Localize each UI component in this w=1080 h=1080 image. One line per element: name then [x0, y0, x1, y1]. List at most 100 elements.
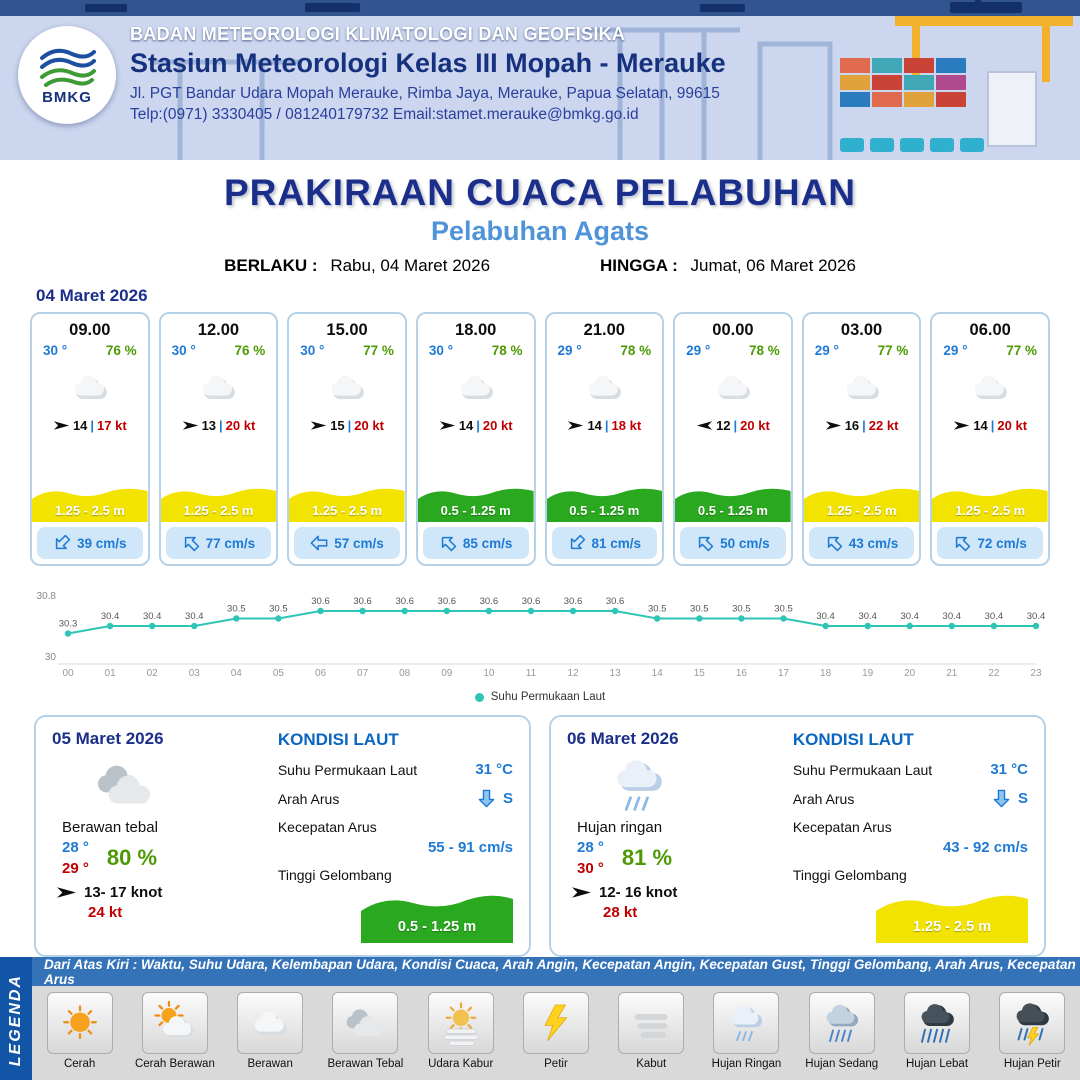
- day-humidity: 81 %: [621, 845, 673, 870]
- temp-humidity-row: 30 ° 76 %: [32, 340, 148, 358]
- temp-humidity-row: 30 ° 78 %: [418, 340, 534, 358]
- day-wind-range: 12- 16 knot: [599, 884, 678, 901]
- svg-text:21: 21: [946, 668, 958, 679]
- header: BMKG BADAN METEOROLOGI KLIMATOLOGI DAN G…: [0, 0, 1080, 160]
- svg-text:01: 01: [105, 668, 117, 679]
- svg-text:30.6: 30.6: [522, 596, 541, 607]
- current-speed: 85 cm/s: [462, 535, 513, 551]
- humidity: 76 %: [234, 343, 266, 358]
- forecast-card: 06.00 29 ° 77 % 14 | 20 kt 1.25 - 2.5 m 72 cm/s: [930, 312, 1050, 566]
- hujan-ringan-icon: [713, 992, 780, 1054]
- wind-direction-icon: [182, 420, 199, 431]
- temp-humidity-row: 30 ° 77 %: [289, 340, 405, 358]
- svg-text:30.3: 30.3: [59, 619, 78, 630]
- valid-from-value: Rabu, 04 Maret 2026: [330, 256, 491, 275]
- svg-text:07: 07: [357, 668, 369, 679]
- wind-row: 14 | 20 kt: [932, 418, 1048, 433]
- hujan-sedang-icon: [808, 992, 875, 1054]
- humidity: 78 %: [620, 343, 652, 358]
- bmkg-logo-text: BMKG: [42, 89, 92, 106]
- wave-height-value: 1.25 - 2.5 m: [183, 503, 254, 518]
- header-text: BADAN METEOROLOGI KLIMATOLOGI DAN GEOFIS…: [130, 24, 726, 124]
- valid-from-label: BERLAKU :: [224, 256, 318, 275]
- valid-until-label: HINGGA :: [600, 256, 678, 275]
- temp-humidity-row: 29 ° 77 %: [932, 340, 1048, 358]
- svg-text:17: 17: [778, 668, 790, 679]
- wind-gust: 20 kt: [740, 418, 770, 433]
- current-direction-icon: [950, 530, 975, 555]
- svg-text:19: 19: [862, 668, 874, 679]
- sst-line-chart: 30.8 30 30.3 00 30.4 01 30.4 02 30.4 03 30.5 04 30.5…: [30, 576, 1050, 688]
- sea-conditions-title: KONDISI LAUT: [277, 730, 399, 749]
- cerah-icon: [46, 992, 113, 1054]
- legend-item: Hujan Lebat: [891, 992, 983, 1071]
- current-direction-icon: [564, 530, 589, 555]
- svg-text:30.4: 30.4: [985, 611, 1004, 622]
- day-weather-panel: 05 Maret 2026 Berawan tebal 28 ° 29 ° 80…: [36, 717, 274, 955]
- current-direction-icon: [821, 530, 846, 555]
- current-row: 57 cm/s: [294, 527, 400, 559]
- day-wind-range: 13- 17 knot: [84, 884, 163, 901]
- wave-height-value: 0.5 - 1.25 m: [569, 503, 640, 518]
- svg-text:18: 18: [820, 668, 832, 679]
- forecast-time: 18.00: [455, 321, 497, 339]
- svg-text:03: 03: [189, 668, 201, 679]
- wind-separator: |: [219, 418, 223, 433]
- current-direction-icon: [310, 534, 328, 552]
- wind-separator: |: [90, 418, 95, 433]
- svg-text:30.4: 30.4: [185, 611, 204, 622]
- current-row: 43 cm/s: [808, 527, 915, 559]
- wind-separator: |: [862, 418, 866, 433]
- wind-direction-icon: [825, 420, 842, 431]
- svg-text:09: 09: [441, 668, 453, 679]
- wave-height-band: 1.25 - 2.5 m: [932, 482, 1048, 522]
- legend-item: Hujan Sedang: [796, 992, 888, 1071]
- legend-item-label: Cerah: [63, 1058, 96, 1070]
- wind-row: 13 | 20 kt: [161, 418, 277, 433]
- day-temp-max: 29 °: [62, 860, 89, 877]
- cloud-icon: [804, 358, 920, 416]
- wave-height-value: 0.5 - 1.25 m: [697, 503, 768, 518]
- wind-row: 16 | 22 kt: [804, 418, 920, 433]
- wave-height-value: 1.25 - 2.5 m: [826, 503, 897, 518]
- forecast-time: 00.00: [712, 321, 754, 339]
- day-gust: 24 kt: [88, 904, 123, 921]
- svg-text:30.5: 30.5: [690, 604, 709, 615]
- current-row: 39 cm/s: [37, 527, 143, 559]
- current-speed-value: 43 - 92 cm/s: [942, 839, 1028, 856]
- current-direction-value: S: [1017, 790, 1028, 807]
- wind-speed: 16: [844, 418, 860, 433]
- current-direction-icon: [992, 789, 1011, 808]
- air-temperature: 30 °: [171, 343, 196, 358]
- wave-height-value: 1.25 - 2.5 m: [912, 919, 992, 935]
- svg-text:30.6: 30.6: [480, 596, 499, 607]
- current-direction-icon: [49, 530, 74, 555]
- agency-name: BADAN METEOROLOGI KLIMATOLOGI DAN GEOFIS…: [130, 24, 626, 44]
- cloud-icon: [161, 358, 277, 416]
- current-speed-label: Kecepatan Arus: [277, 819, 377, 835]
- svg-text:23: 23: [1030, 668, 1042, 679]
- svg-text:10: 10: [483, 668, 495, 679]
- day-weather-icon: [66, 751, 182, 819]
- svg-text:30.4: 30.4: [101, 611, 120, 622]
- svg-text:30.5: 30.5: [648, 604, 667, 615]
- day-weather-panel: 06 Maret 2026 Hujan ringan 28 ° 30 ° 81 …: [551, 717, 789, 955]
- day-date: 05 Maret 2026: [52, 729, 164, 748]
- svg-text:30.5: 30.5: [227, 604, 246, 615]
- svg-text:12: 12: [567, 668, 579, 679]
- validity-row: BERLAKU : Rabu, 04 Maret 2026 HINGGA : J…: [0, 256, 1080, 276]
- current-speed-label: Kecepatan Arus: [792, 819, 892, 835]
- petir-icon: [522, 992, 589, 1054]
- day-humidity: 80 %: [106, 845, 158, 870]
- temp-humidity-row: 29 ° 77 %: [804, 340, 920, 358]
- forecast-card: 03.00 29 ° 77 % 16 | 22 kt 1.25 - 2.5 m 43 cm/s: [801, 312, 922, 566]
- air-temperature: 30 °: [428, 343, 454, 358]
- svg-text:16: 16: [736, 668, 748, 679]
- wind-speed: 13: [201, 418, 217, 433]
- port-name: Pelabuhan Agats: [430, 216, 650, 246]
- sst-value: 31 °C: [475, 761, 513, 778]
- legend-item: Berawan: [224, 992, 316, 1071]
- cloud-icon: [675, 358, 791, 416]
- legend-side-label: LEGENDA: [7, 973, 24, 1067]
